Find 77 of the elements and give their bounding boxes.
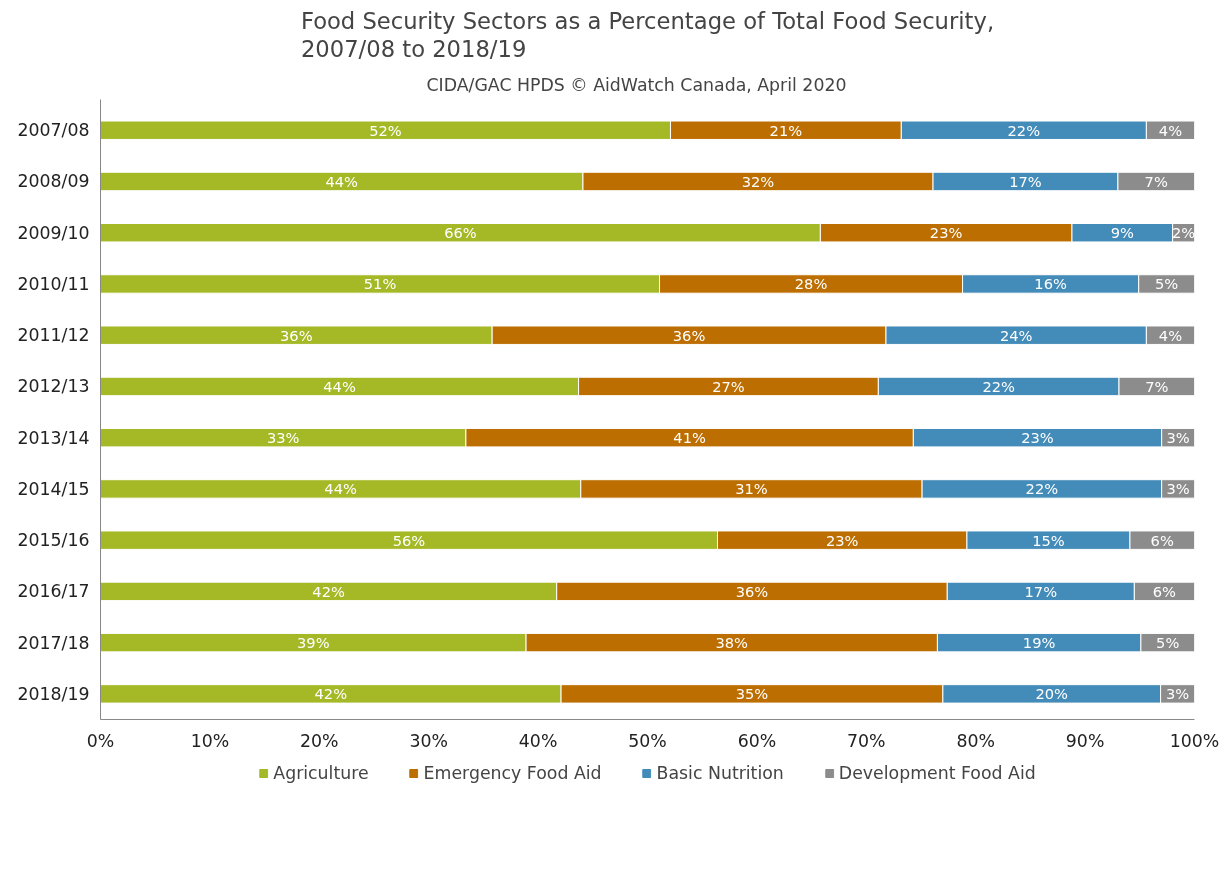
data-label: 23% bbox=[929, 224, 963, 242]
y-tick-label: 2015/16 bbox=[17, 530, 90, 551]
data-label: 3% bbox=[1165, 685, 1190, 703]
data-label: 2% bbox=[1171, 224, 1196, 242]
data-label: 16% bbox=[1034, 275, 1067, 293]
data-label: 38% bbox=[715, 634, 749, 652]
data-label: 9% bbox=[1110, 224, 1134, 242]
data-label: 7% bbox=[1145, 377, 1169, 395]
data-label: 22% bbox=[1025, 480, 1059, 498]
y-tick-label: 2014/15 bbox=[17, 478, 90, 499]
x-tick-label: 20% bbox=[300, 730, 339, 751]
data-label: 23% bbox=[825, 531, 859, 549]
data-label: 7% bbox=[1144, 172, 1168, 190]
legend-label: Development Food Aid bbox=[838, 763, 1036, 783]
data-label: 52% bbox=[369, 121, 402, 139]
y-tick-label: 2016/17 bbox=[17, 581, 90, 602]
y-tick-label: 2009/10 bbox=[17, 222, 90, 243]
y-tick-label: 2010/11 bbox=[17, 273, 90, 294]
legend-label: Agriculture bbox=[273, 763, 369, 783]
x-tick-label: 10% bbox=[190, 730, 230, 751]
data-label: 44% bbox=[325, 172, 359, 190]
data-label: 28% bbox=[794, 275, 828, 293]
data-label: 35% bbox=[735, 685, 769, 703]
data-label: 6% bbox=[1150, 531, 1174, 549]
data-label: 44% bbox=[323, 377, 356, 395]
legend-label: Emergency Food Aid bbox=[423, 763, 602, 783]
x-tick-label: 30% bbox=[409, 730, 448, 751]
data-label: 5% bbox=[1156, 634, 1180, 652]
data-label: 41% bbox=[673, 429, 706, 447]
x-tick-label: 70% bbox=[847, 730, 886, 751]
data-label: 4% bbox=[1158, 121, 1183, 139]
data-label: 36% bbox=[735, 582, 769, 600]
y-tick-label: 2011/12 bbox=[17, 325, 90, 346]
x-tick-label: 80% bbox=[956, 730, 995, 751]
y-tick-label: 2012/13 bbox=[17, 376, 90, 397]
data-label: 22% bbox=[1007, 121, 1041, 139]
legend-label: Basic Nutrition bbox=[656, 763, 784, 783]
data-label: 31% bbox=[735, 480, 768, 498]
x-tick-label: 90% bbox=[1065, 730, 1105, 751]
data-label: 6% bbox=[1152, 582, 1177, 600]
x-tick-label: 50% bbox=[628, 730, 667, 751]
x-tick-label: 100% bbox=[1169, 730, 1220, 751]
data-label: 4% bbox=[1158, 326, 1183, 344]
data-label: 3% bbox=[1166, 480, 1190, 498]
data-label: 66% bbox=[444, 224, 477, 242]
data-label: 36% bbox=[672, 326, 706, 344]
data-label: 42% bbox=[312, 582, 345, 600]
data-label: 19% bbox=[1022, 634, 1056, 652]
data-label: 21% bbox=[769, 121, 803, 139]
data-label: 23% bbox=[1021, 429, 1054, 447]
y-tick-label: 2013/14 bbox=[17, 427, 90, 448]
x-tick-label: 0% bbox=[86, 730, 115, 751]
data-label: 44% bbox=[324, 480, 357, 498]
data-label: 33% bbox=[266, 429, 300, 447]
data-label: 51% bbox=[363, 275, 397, 293]
data-label: 36% bbox=[280, 326, 313, 344]
data-label: 20% bbox=[1035, 685, 1069, 703]
data-label: 3% bbox=[1166, 429, 1190, 447]
data-label: 56% bbox=[392, 531, 426, 549]
data-label: 15% bbox=[1032, 531, 1065, 549]
data-label: 17% bbox=[1009, 172, 1042, 190]
y-tick-label: 2017/18 bbox=[17, 632, 90, 653]
data-label: 22% bbox=[982, 377, 1016, 395]
data-label: 5% bbox=[1154, 275, 1179, 293]
data-label: 32% bbox=[741, 172, 775, 190]
y-tick-label: 2018/19 bbox=[17, 683, 90, 704]
chart-title: Food Security Sectors as a Percentage of Total Food Security, 2007/08 to 2018/19 bbox=[300, 7, 995, 63]
x-tick-label: 40% bbox=[518, 730, 558, 751]
data-label: 39% bbox=[297, 634, 330, 652]
data-label: 42% bbox=[314, 685, 348, 703]
chart-subtitle: CIDA/GAC HPDS © AidWatch Canada, April 2020 bbox=[426, 74, 847, 95]
data-label: 17% bbox=[1024, 582, 1058, 600]
data-label: 27% bbox=[712, 377, 745, 395]
y-tick-label: 2008/09 bbox=[17, 171, 90, 192]
y-tick-label: 2007/08 bbox=[17, 120, 90, 141]
data-label: 24% bbox=[999, 326, 1033, 344]
x-tick-label: 60% bbox=[737, 730, 777, 751]
